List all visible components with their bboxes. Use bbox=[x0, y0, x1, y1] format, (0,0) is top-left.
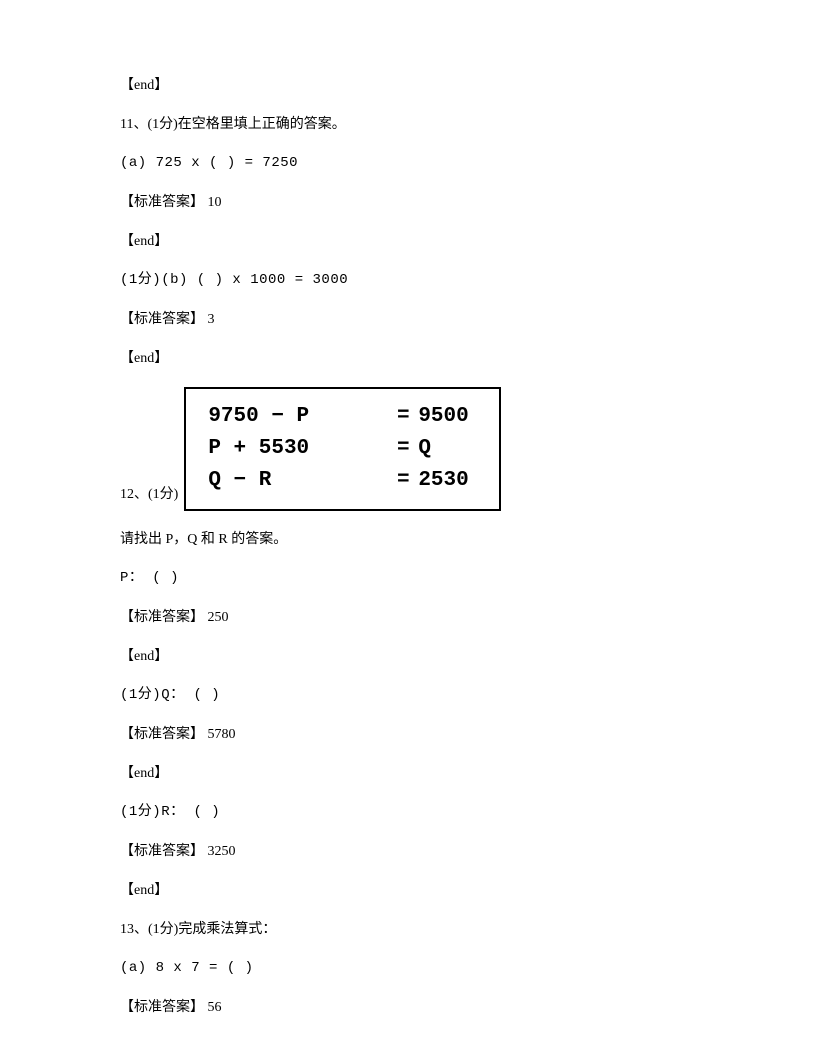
q12-q-blank: (1分)Q： ( ) bbox=[120, 685, 696, 706]
eq-right: 9500 bbox=[418, 401, 468, 433]
eq-equals: = bbox=[388, 401, 418, 433]
end-marker: 【end】 bbox=[120, 880, 696, 901]
eq-left: 9750 − P bbox=[208, 401, 388, 433]
q12-r-blank: (1分)R： ( ) bbox=[120, 802, 696, 823]
q11b-expression: (1分)(b) ( ) x 1000 = 3000 bbox=[120, 270, 696, 291]
q12-row: 12、(1分) 9750 − P = 9500 P + 5530 = Q Q −… bbox=[120, 387, 696, 511]
eq-equals: = bbox=[388, 465, 418, 497]
q12-r-answer: 【标准答案】 3250 bbox=[120, 841, 696, 862]
q12-p-blank: P： ( ) bbox=[120, 568, 696, 589]
end-marker: 【end】 bbox=[120, 75, 696, 96]
eq-right: Q bbox=[418, 433, 431, 465]
end-marker: 【end】 bbox=[120, 646, 696, 667]
eq-left: Q − R bbox=[208, 465, 388, 497]
q11b-answer: 【标准答案】 3 bbox=[120, 309, 696, 330]
eq-left: P + 5530 bbox=[208, 433, 388, 465]
q12-prefix: 12、(1分) bbox=[120, 484, 178, 511]
q12-q-answer: 【标准答案】 5780 bbox=[120, 724, 696, 745]
equation-box: 9750 − P = 9500 P + 5530 = Q Q − R = 253… bbox=[184, 387, 500, 511]
end-marker: 【end】 bbox=[120, 348, 696, 369]
eq-right: 2530 bbox=[418, 465, 468, 497]
q11a-answer: 【标准答案】 10 bbox=[120, 192, 696, 213]
q13a-answer: 【标准答案】 56 bbox=[120, 997, 696, 1018]
q11-stem: 11、(1分)在空格里填上正确的答案。 bbox=[120, 114, 696, 135]
q12-p-answer: 【标准答案】 250 bbox=[120, 607, 696, 628]
q12-instruction: 请找出 P，Q 和 R 的答案。 bbox=[120, 529, 696, 550]
equation-row: P + 5530 = Q bbox=[208, 433, 468, 465]
q13-stem: 13、(1分)完成乘法算式： bbox=[120, 919, 696, 940]
equation-row: 9750 − P = 9500 bbox=[208, 401, 468, 433]
end-marker: 【end】 bbox=[120, 763, 696, 784]
q11a-expression: (a) 725 x ( ) = 7250 bbox=[120, 153, 696, 174]
eq-equals: = bbox=[388, 433, 418, 465]
q13a-expression: (a) 8 x 7 = ( ) bbox=[120, 958, 696, 979]
end-marker: 【end】 bbox=[120, 231, 696, 252]
equation-row: Q − R = 2530 bbox=[208, 465, 468, 497]
